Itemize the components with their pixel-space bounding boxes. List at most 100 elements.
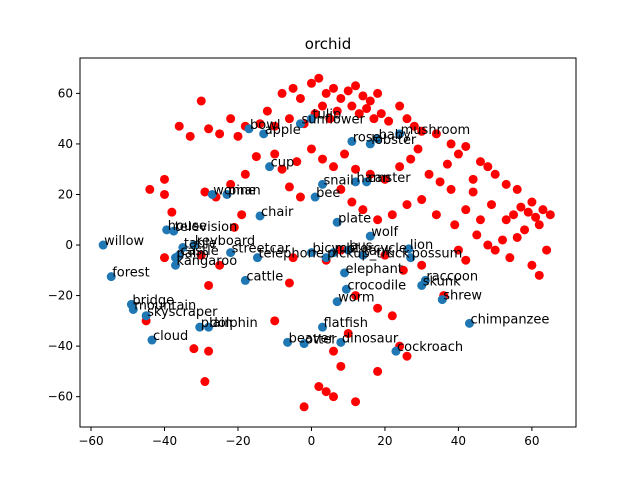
point — [516, 202, 526, 212]
point — [534, 220, 544, 230]
point — [380, 174, 390, 184]
point — [106, 272, 116, 282]
point — [453, 245, 463, 255]
point — [538, 205, 548, 215]
point-label: keyboard — [195, 234, 255, 249]
point — [450, 220, 460, 230]
point — [306, 144, 316, 154]
point-label: elephant — [346, 262, 403, 277]
point — [169, 226, 179, 236]
point — [162, 225, 172, 235]
point — [215, 129, 225, 139]
x-tick-label: 40 — [451, 434, 466, 448]
point — [362, 177, 372, 187]
point — [404, 244, 414, 254]
point-label: snail — [323, 173, 353, 188]
point — [141, 311, 151, 321]
point — [336, 361, 346, 371]
point-label: apple — [265, 123, 301, 138]
point — [358, 250, 368, 260]
point — [505, 253, 515, 263]
point — [336, 337, 346, 347]
x-tick-label: 0 — [308, 434, 316, 448]
point-label: shrew — [443, 289, 482, 304]
point — [490, 169, 500, 179]
point — [446, 184, 456, 194]
point — [196, 96, 206, 106]
point — [545, 210, 555, 220]
point — [329, 346, 339, 356]
point-label: cockroach — [397, 340, 463, 355]
point — [332, 217, 342, 227]
point-label: castle — [180, 244, 219, 259]
point-label: hamster — [357, 171, 412, 186]
point — [343, 328, 353, 338]
point-label: tulip — [312, 108, 341, 123]
point — [251, 152, 261, 162]
point — [204, 322, 214, 332]
point — [283, 337, 293, 347]
point — [317, 101, 327, 111]
point-label: telephone — [258, 247, 323, 262]
point — [365, 231, 375, 241]
y-tick-label: 20 — [58, 187, 73, 201]
point — [424, 169, 434, 179]
point-label: plain — [201, 316, 233, 331]
point — [369, 114, 379, 124]
point — [200, 377, 210, 387]
x-tick-label: −20 — [225, 434, 250, 448]
point — [483, 240, 493, 250]
point — [362, 104, 372, 114]
point — [351, 81, 361, 91]
point — [373, 134, 383, 144]
point-label: television — [175, 220, 238, 235]
y-tick-label: 40 — [58, 137, 73, 151]
point — [461, 205, 471, 215]
point — [171, 260, 181, 270]
point — [486, 200, 496, 210]
point-label: sunflower — [301, 113, 365, 128]
point — [329, 248, 339, 258]
point — [200, 187, 210, 197]
point — [270, 121, 280, 131]
point — [527, 260, 537, 270]
point-label: skunk — [423, 274, 461, 289]
point — [417, 260, 427, 270]
point — [446, 139, 456, 149]
point-label: motorcycle — [335, 242, 407, 257]
point-label: bee — [316, 186, 340, 201]
point — [373, 88, 383, 98]
point-label: bicycle — [312, 242, 357, 257]
point — [98, 240, 108, 250]
point — [501, 179, 511, 189]
point — [270, 149, 280, 159]
point — [195, 322, 205, 332]
point — [395, 162, 405, 172]
point — [317, 179, 327, 189]
y-tick-label: −40 — [48, 339, 73, 353]
point — [222, 189, 232, 199]
point — [317, 154, 327, 164]
chart-title: orchid — [305, 35, 351, 53]
point — [325, 114, 335, 124]
point — [490, 245, 500, 255]
point — [351, 177, 361, 187]
point — [270, 316, 280, 326]
point-label: cup — [271, 156, 295, 171]
point — [365, 139, 375, 149]
point — [341, 284, 351, 294]
point-label: willow — [104, 234, 144, 249]
point — [512, 232, 522, 242]
point-label: chimpanzee — [470, 312, 549, 327]
point — [215, 260, 225, 270]
point — [336, 93, 346, 103]
point-label: baby — [379, 128, 411, 143]
point — [240, 275, 250, 285]
point — [284, 114, 294, 124]
point — [321, 88, 331, 98]
point — [329, 162, 339, 172]
point — [461, 255, 471, 265]
point-label: palm — [177, 247, 210, 262]
point — [373, 366, 383, 376]
